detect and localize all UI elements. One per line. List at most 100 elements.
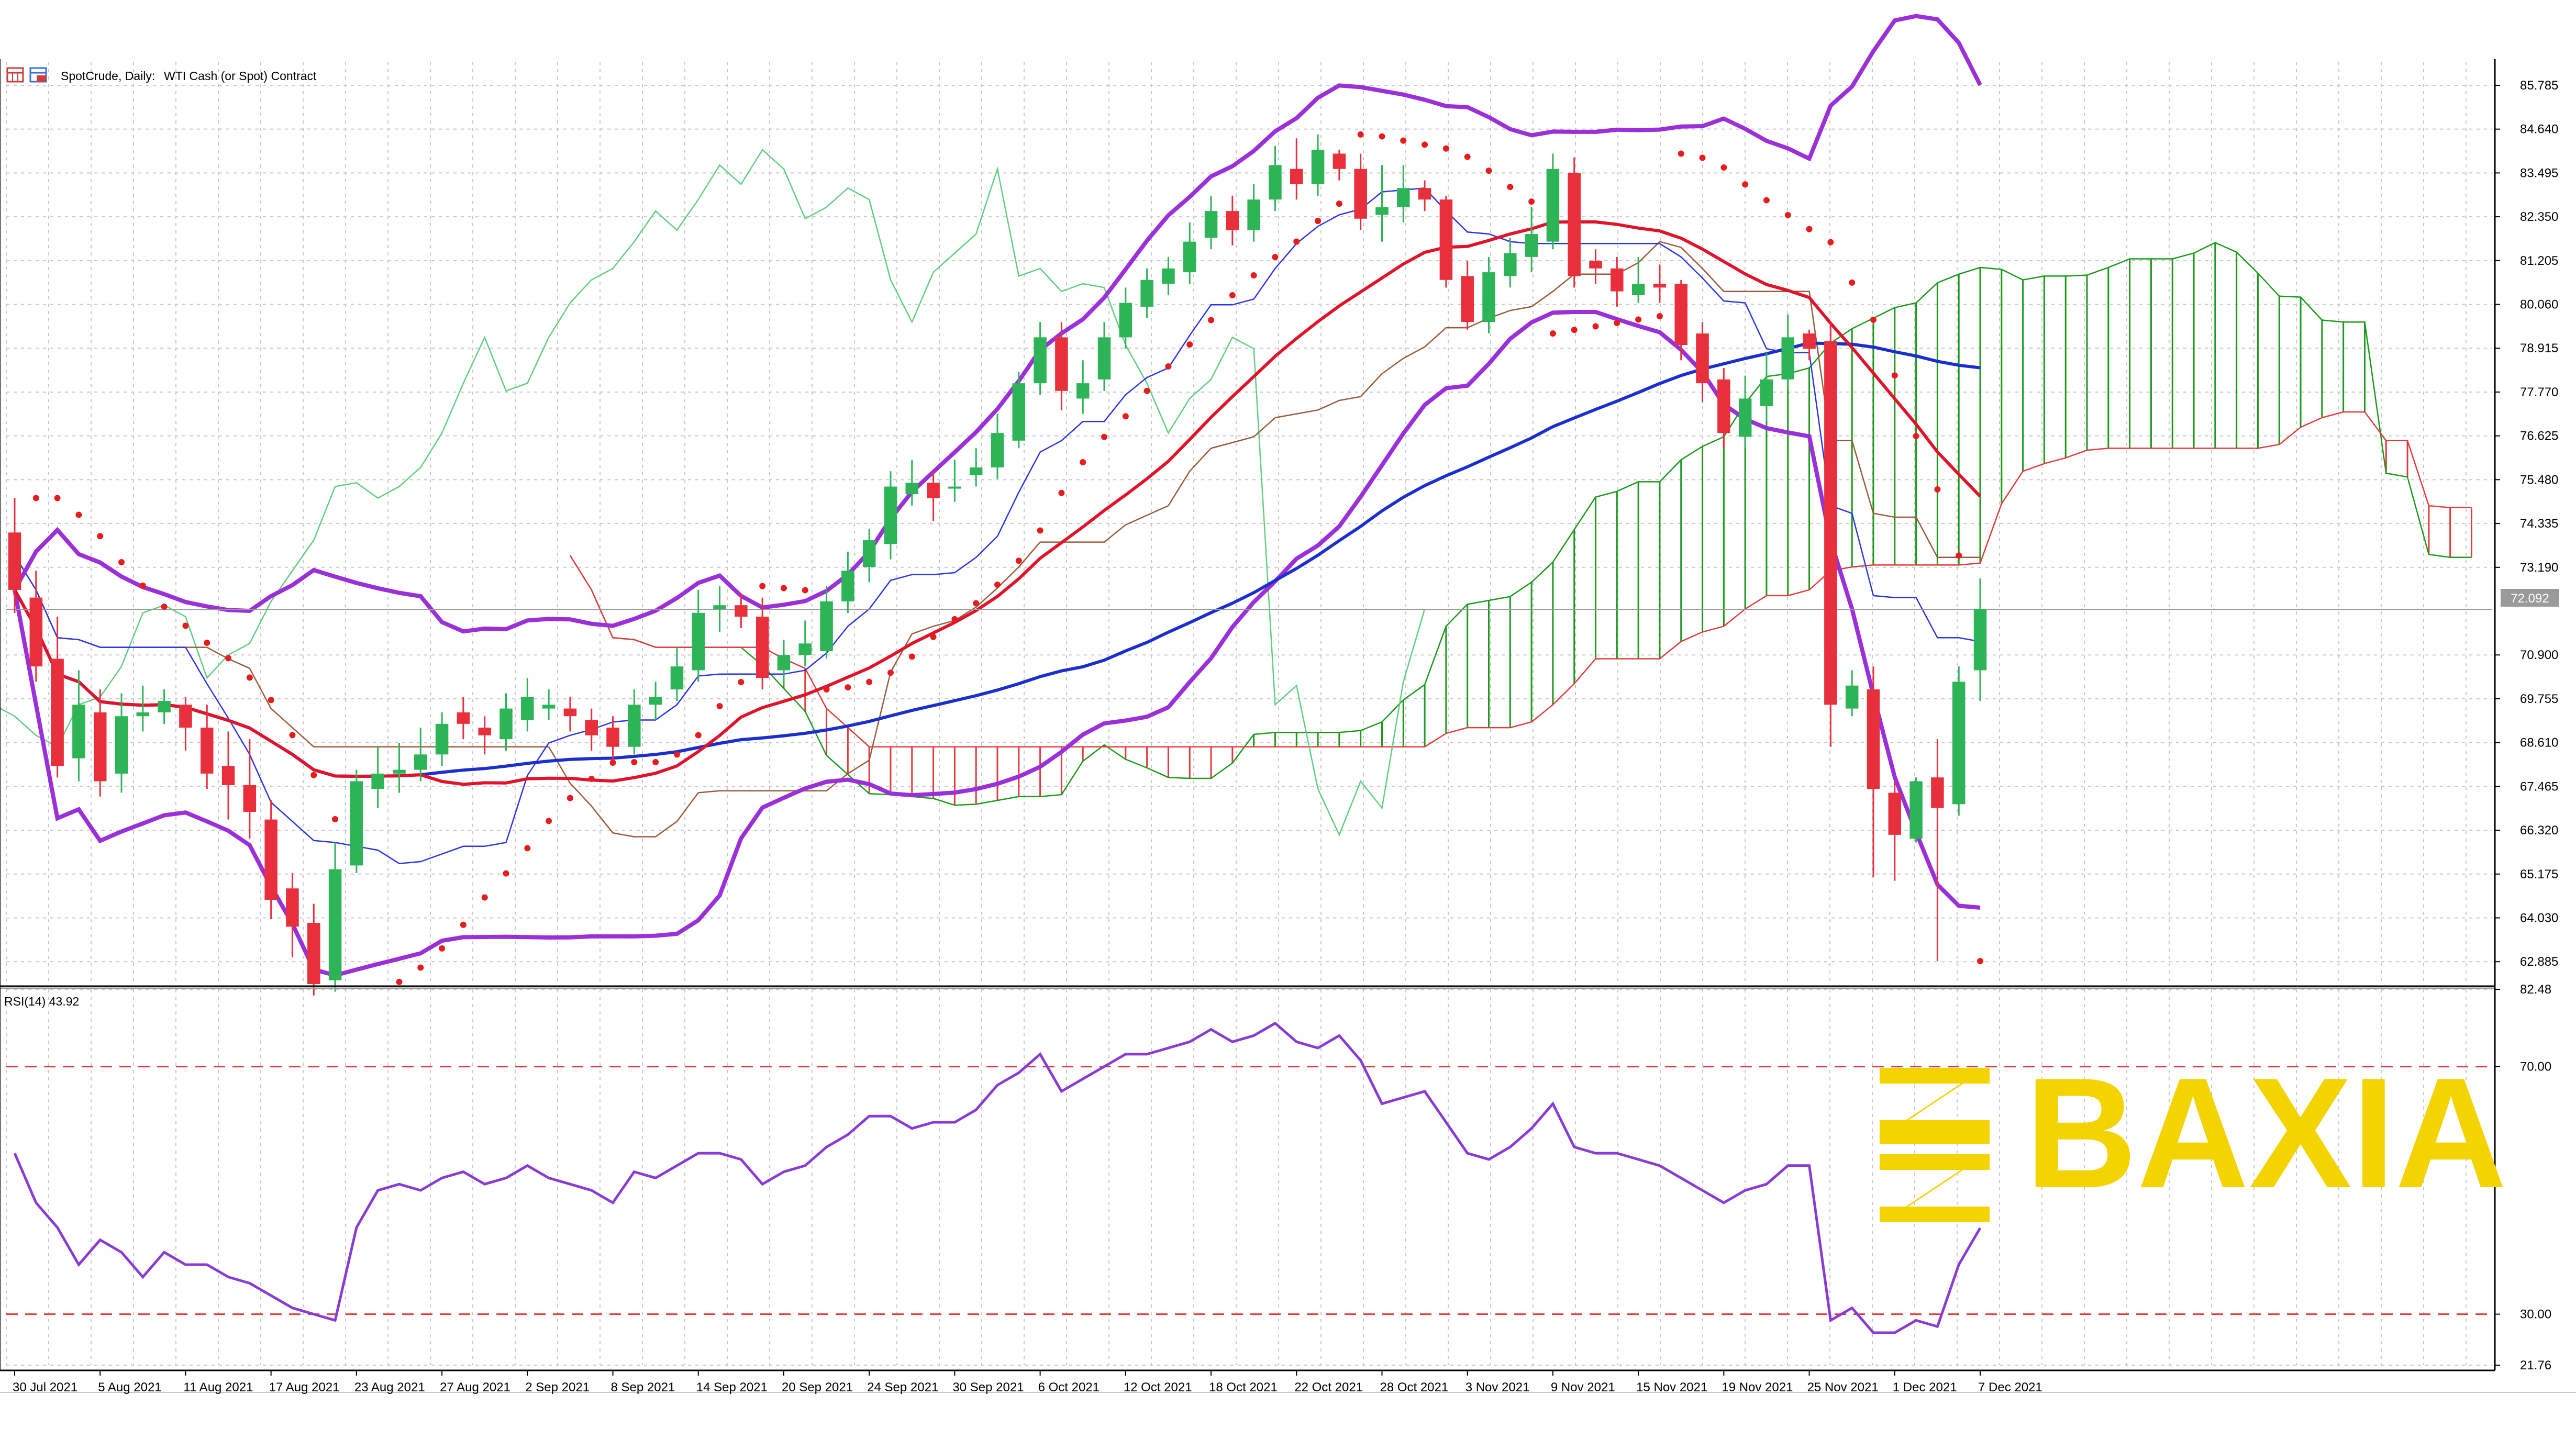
psar-dot: [1186, 341, 1193, 348]
psar-dot: [1571, 327, 1578, 333]
date-tick-label: 22 Oct 2021: [1294, 1380, 1363, 1394]
price-tick-label: 82.350: [2520, 210, 2558, 224]
candle-bullish: [1631, 284, 1645, 295]
date-tick-label: 27 Aug 2021: [440, 1380, 510, 1394]
price-tick-label: 81.205: [2520, 254, 2558, 268]
psar-dot: [994, 581, 1001, 588]
date-tick-label: 2 Sep 2021: [525, 1380, 590, 1394]
candle-bullish: [1247, 199, 1260, 230]
candle-bullish: [1375, 207, 1389, 215]
psar-dot: [1507, 184, 1514, 191]
price-tick-label: 83.495: [2520, 166, 2558, 180]
candle-bearish: [1354, 169, 1367, 219]
candle-bullish: [991, 433, 1004, 467]
date-tick-label: 7 Dec 2021: [1978, 1380, 2042, 1394]
psar-dot: [738, 679, 745, 686]
price-tick-label: 78.915: [2520, 341, 2558, 355]
baxia-logo-mark: [1880, 1068, 1990, 1222]
current-price-label: 72.092: [2511, 591, 2549, 606]
psar-dot: [1015, 557, 1022, 564]
psar-dot: [503, 870, 509, 877]
candle-bullish: [1952, 682, 1966, 805]
candle-bearish: [1439, 199, 1453, 280]
psar-dot: [780, 585, 787, 591]
candle-bearish: [1674, 284, 1687, 345]
candle-bullish: [1269, 165, 1282, 200]
candle-bearish: [606, 728, 619, 747]
candle-bearish: [563, 708, 577, 717]
psar-dot: [1934, 486, 1941, 493]
candle-bearish: [29, 597, 43, 667]
rsi-panel: [13, 1021, 1982, 1334]
candle-bearish: [1418, 188, 1431, 200]
candle-bearish: [1461, 276, 1474, 322]
candle-bullish: [1119, 303, 1132, 338]
candle-bullish: [905, 483, 919, 495]
psar-dot: [1400, 137, 1407, 144]
chart-window-icon: [6, 67, 47, 83]
psar-dot: [1080, 459, 1086, 465]
psar-dot: [1614, 319, 1620, 326]
psar-dot: [396, 978, 403, 985]
psar-dot: [439, 945, 446, 952]
candle-bullish: [1140, 280, 1153, 307]
psar-dot: [1656, 313, 1663, 320]
psar-dot: [1165, 363, 1172, 370]
senkou-span-a: [569, 242, 2472, 806]
psar-dot: [1379, 133, 1385, 140]
candle-bearish: [243, 785, 257, 812]
psar-dot: [1250, 272, 1257, 278]
price-tick-label: 80.060: [2520, 298, 2558, 312]
psar-dot: [930, 633, 937, 640]
candle-bearish: [927, 483, 940, 498]
candle-bullish: [713, 605, 726, 609]
chart-header: SpotCrude, Daily: WTI Cash (or Spot) Con…: [4, 67, 317, 1008]
candle-bullish: [1909, 781, 1923, 839]
psar-dot: [1678, 150, 1684, 157]
psar-dot: [1977, 958, 1983, 965]
candle-bullish: [670, 666, 684, 690]
date-tick-label: 6 Oct 2021: [1038, 1380, 1100, 1394]
chikou-span: [0, 149, 1426, 837]
candle-bearish: [1696, 333, 1709, 384]
chart-title-symbol: SpotCrude, Daily:: [61, 69, 155, 83]
candle-bearish: [51, 658, 64, 766]
candle-bullish: [628, 705, 641, 747]
psar-dot: [118, 559, 125, 565]
psar-dot: [1485, 168, 1492, 174]
psar-dot: [1422, 141, 1428, 148]
tenkan-sen: [14, 187, 1981, 864]
psar-dot: [289, 732, 296, 739]
date-tick-label: 14 Sep 2021: [696, 1380, 768, 1394]
psar-dot: [1272, 254, 1279, 261]
psar-dot: [1122, 413, 1129, 420]
candle-bullish: [1097, 337, 1111, 380]
psar-dot: [1208, 317, 1215, 323]
candle-bullish: [1204, 211, 1218, 238]
psar-dot: [1464, 153, 1471, 160]
candle-bullish: [1012, 383, 1026, 441]
candle-bearish: [1589, 261, 1602, 269]
candle-bullish: [1738, 398, 1752, 437]
psar-dot: [1315, 218, 1322, 225]
date-tick-label: 28 Oct 2021: [1380, 1380, 1448, 1394]
psar-dot: [609, 760, 616, 766]
date-tick-label: 17 Aug 2021: [269, 1380, 340, 1394]
candle-bearish: [1824, 341, 1837, 705]
candle-bearish: [1290, 169, 1303, 184]
candle-bearish: [286, 888, 299, 927]
candle-bearish: [264, 819, 277, 900]
price-tick-label: 66.320: [2520, 823, 2558, 838]
psar-dot: [75, 511, 82, 518]
price-tick-label: 67.465: [2520, 779, 2558, 794]
candle-bullish: [1183, 241, 1196, 273]
candle-bearish: [1333, 153, 1346, 169]
psar-dot: [845, 684, 851, 691]
candle-bullish: [414, 754, 427, 770]
psar-dot: [652, 758, 659, 765]
psar-dot: [1442, 145, 1449, 152]
rsi-tick-label: 82.48: [2520, 983, 2551, 997]
price-tick-label: 62.885: [2520, 955, 2558, 969]
current-price-marker: 72.092: [2501, 589, 2559, 607]
candle-bearish: [735, 605, 748, 617]
